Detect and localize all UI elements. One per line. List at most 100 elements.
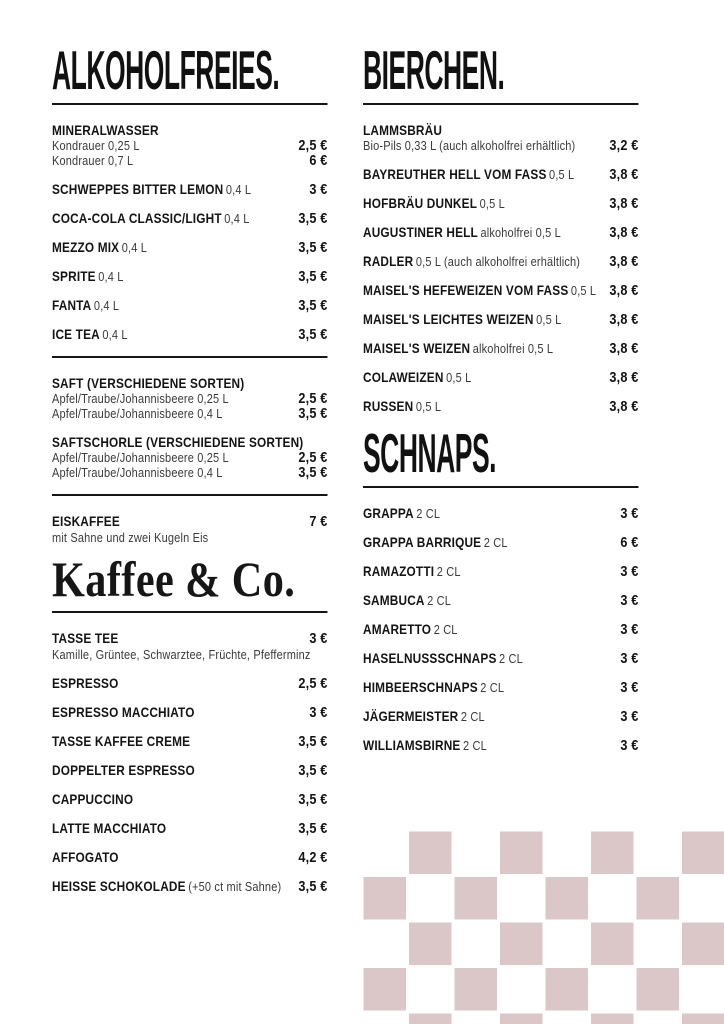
item-name: AMARETTO [363, 621, 432, 637]
divider [52, 494, 328, 496]
menu-item-left: ESPRESSO [52, 676, 118, 691]
menu-item-left: MINERALWASSER [52, 123, 159, 138]
subline-price: 2,5 € [298, 390, 328, 407]
item-unit: 0,5 L [479, 196, 505, 211]
section-heading: SCHNAPS. [363, 426, 638, 481]
menu-item: AFFOGATO 4,2 € [52, 850, 327, 866]
divider [363, 486, 639, 488]
menu-item-row: WILLIAMSBIRNE 2 CL 3 € [363, 737, 639, 754]
menu-item-row: HOFBRÄU DUNKEL 0,5 L 3,8 € [363, 195, 638, 212]
menu-item-row: ESPRESSO MACCHIATO 3 € [52, 704, 327, 721]
item-sublines: Apfel/Traube/Johannisbeere 0,25 L 2,5 € … [52, 450, 327, 480]
checkerboard-decoration [362, 830, 724, 1024]
menu-item-left: SAFT (VERSCHIEDENE SORTEN) [52, 376, 244, 391]
item-subline: Apfel/Traube/Johannisbeere 0,25 L 2,5 € [52, 450, 327, 465]
item-name: GRAPPA BARRIQUE [363, 534, 482, 550]
menu-item-left: CAPPUCCINO [52, 792, 133, 807]
menu-item: BAYREUTHER HELL VOM FASS 0,5 L 3,8 € [363, 167, 638, 183]
menu-item-row: SPRITE 0,4 L 3,5 € [52, 268, 328, 285]
menu-item: SPRITE 0,4 L 3,5 € [52, 268, 328, 285]
menu-item: LATTE MACCHIATO 3,5 € [52, 821, 327, 837]
menu-item-left: GRAPPA 2 CL [363, 505, 440, 522]
item-name: SAMBUCA [363, 592, 425, 608]
item-unit: 2 CL [433, 622, 458, 637]
menu-item: COLAWEIZEN 0,5 L 3,8 € [363, 369, 638, 386]
item-name: HOFBRÄU DUNKEL [363, 195, 478, 211]
menu-item: HIMBEERSCHNAPS 2 CL 3 € [363, 679, 639, 696]
item-name: MEZZO MIX [52, 239, 120, 255]
menu-item-left: BAYREUTHER HELL VOM FASS 0,5 L [363, 167, 575, 183]
item-name: AUGUSTINER HELL [363, 224, 478, 240]
subline-price: 2,5 € [298, 449, 328, 466]
menu-item: SCHWEPPES BITTER LEMON 0,4 L 3 € [52, 182, 327, 198]
menu-item-left: TASSE TEE [52, 631, 118, 646]
item-price: 7 € [309, 513, 328, 530]
item-price: 3,8 € [609, 398, 639, 415]
divider [52, 611, 328, 613]
menu-item-row: JÄGERMEISTER 2 CL 3 € [363, 708, 638, 725]
item-name: WILLIAMSBIRNE [363, 737, 461, 753]
item-price: 3,8 € [609, 311, 639, 328]
menu-item: GRAPPA 2 CL 3 € [363, 505, 638, 522]
menu-item: MAISEL'S LEICHTES WEIZEN 0,5 L 3,8 € [363, 311, 639, 328]
menu-item: ESPRESSO 2,5 € [52, 676, 327, 692]
menu-item: FANTA 0,4 L 3,5 € [52, 298, 327, 314]
item-name: LAMMSBRÄU [363, 122, 443, 138]
menu-item-left: LAMMSBRÄU [363, 123, 442, 138]
item-price: 3,5 € [298, 268, 328, 285]
item-name: TASSE KAFFEE CREME [52, 733, 191, 749]
menu-item: JÄGERMEISTER 2 CL 3 € [363, 708, 638, 725]
menu-item-row: RADLER 0,5 L (auch alkoholfrei erhältlich… [363, 253, 639, 270]
item-price: 3,5 € [298, 326, 328, 343]
item-unit: 0,5 L (auch alkoholfrei erhältlich) [415, 254, 581, 269]
item-unit: 0,5 L [549, 167, 575, 182]
item-price: 3 € [620, 737, 639, 754]
menu-item-left: HOFBRÄU DUNKEL 0,5 L [363, 195, 505, 212]
section-heading-text: ALKOHOLFREIES. [52, 39, 280, 101]
item-price: 3,8 € [609, 224, 639, 241]
item-price: 3,8 € [609, 282, 639, 299]
item-name: HEISSE SCHOKOLADE [52, 878, 186, 894]
menu-column-right: BIERCHEN. LAMMSBRÄU Bio-Pils 0,33 L (auc… [363, 39, 639, 767]
menu-item: LAMMSBRÄU Bio-Pils 0,33 L (auch alkoholf… [363, 123, 638, 154]
menu-item: ESPRESSO MACCHIATO 3 € [52, 704, 327, 721]
item-price: 3,8 € [609, 253, 639, 270]
menu-item-left: JÄGERMEISTER 2 CL [363, 708, 485, 725]
item-name: DOPPELTER ESPRESSO [52, 762, 195, 778]
menu-item-left: ICE TEA 0,4 L [52, 326, 128, 343]
item-name: GRAPPA [363, 505, 414, 521]
menu-item-left: SCHWEPPES BITTER LEMON 0,4 L [52, 182, 251, 198]
menu-item-row: COCA-COLA CLASSIC/LIGHT 0,4 L 3,5 € [52, 211, 327, 227]
subline-text: Apfel/Traube/Johannisbeere 0,4 L [52, 406, 223, 421]
menu-item-row: FANTA 0,4 L 3,5 € [52, 298, 327, 314]
menu-item-left: RADLER 0,5 L (auch alkoholfrei erhältlich… [363, 254, 581, 270]
item-price: 3 € [620, 679, 639, 696]
menu-item-row: MAISEL'S WEIZEN alkoholfrei 0,5 L 3,8 € [363, 340, 638, 357]
item-unit: alkoholfrei 0,5 L [472, 341, 554, 356]
menu-item-left: HASELNUSSSCHNAPS 2 CL [363, 650, 523, 667]
menu-item-left: RAMAZOTTI 2 CL [363, 564, 461, 580]
menu-item: RAMAZOTTI 2 CL 3 € [363, 564, 638, 580]
section-heading-text: BIERCHEN. [363, 39, 505, 101]
item-name: MAISEL'S WEIZEN [363, 340, 471, 356]
item-name: HASELNUSSSCHNAPS [363, 650, 497, 666]
section-heading: BIERCHEN. [363, 39, 638, 101]
item-name: CAPPUCCINO [52, 791, 134, 807]
item-sublines: Apfel/Traube/Johannisbeere 0,25 L 2,5 € … [52, 391, 327, 421]
menu-item-left: FANTA 0,4 L [52, 298, 119, 314]
divider [52, 103, 328, 105]
menu-item-left: LATTE MACCHIATO [52, 821, 166, 836]
item-name: JÄGERMEISTER [363, 708, 459, 724]
item-note: Kamille, Grüntee, Schwarztee, Früchte, P… [52, 647, 311, 662]
menu-item-row: HASELNUSSSCHNAPS 2 CL 3 € [363, 650, 638, 667]
item-name: COLAWEIZEN [363, 369, 444, 385]
menu-item-row: MAISEL'S LEICHTES WEIZEN 0,5 L 3,8 € [363, 311, 639, 328]
item-name: ESPRESSO MACCHIATO [52, 704, 195, 720]
menu-item: HOFBRÄU DUNKEL 0,5 L 3,8 € [363, 195, 638, 212]
item-unit: 2 CL [480, 680, 505, 695]
menu-item: CAPPUCCINO 3,5 € [52, 792, 327, 808]
item-name: ICE TEA [52, 326, 100, 342]
menu-item-left: SAFTSCHORLE (VERSCHIEDENE SORTEN) [52, 435, 303, 450]
section-heading: ALKOHOLFREIES. [52, 39, 327, 101]
